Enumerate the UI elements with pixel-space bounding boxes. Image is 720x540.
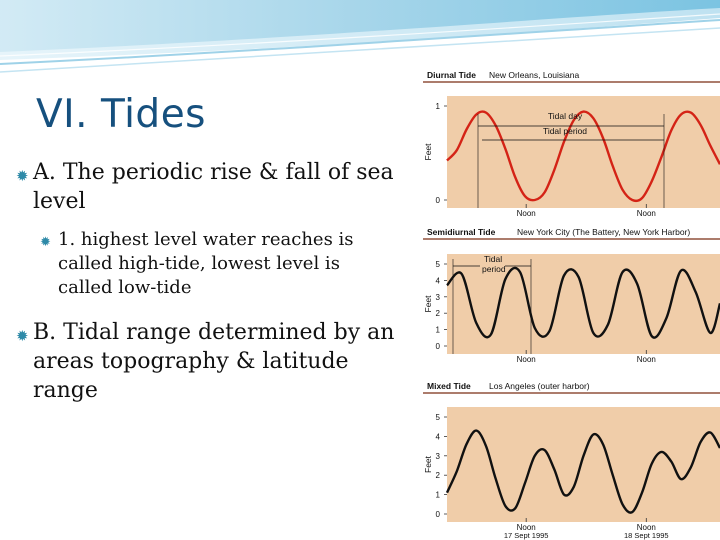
annotation-tidal-period-word1: Tidal [484, 254, 502, 264]
x-date-label: 17 Sept 1995 [504, 531, 549, 540]
x-tick-label: Noon [637, 523, 656, 532]
y-tick-label: 4 [436, 276, 441, 285]
x-date-label: 18 Sept 1995 [624, 531, 669, 540]
y-tick-label: 3 [436, 293, 441, 302]
chart-subtitle: New Orleans, Louisiana [489, 70, 580, 80]
chart-title: Mixed Tide [427, 381, 471, 391]
tide-curve-line [446, 266, 720, 339]
bullet-a1-text: 1. highest level water reaches is called… [58, 229, 354, 298]
y-tick-label: 5 [436, 413, 441, 422]
y-tick-label: 5 [436, 260, 441, 269]
x-tick-label: Noon [517, 355, 536, 364]
x-tick-label: Noon [637, 355, 656, 364]
y-tick-label: 1 [436, 326, 441, 335]
bullet-a-text: A. The periodic rise & fall of sea level [33, 160, 394, 214]
plot-area [447, 407, 720, 522]
chart-title: Semidiurnal Tide [427, 227, 496, 237]
plot-area [447, 254, 720, 354]
y-tick-label: 1 [436, 491, 441, 500]
y-tick-label: 1 [436, 102, 441, 111]
y-axis-label: Feet [423, 295, 433, 313]
bullet-b-text: B. Tidal range determined by an areas to… [33, 320, 395, 403]
y-tick-label: 0 [436, 196, 441, 205]
y-tick-label: 2 [436, 309, 441, 318]
x-tick-label: Noon [517, 209, 536, 218]
x-tick-label: Noon [517, 523, 536, 532]
y-axis-label: Feet [423, 143, 433, 161]
y-tick-label: 4 [436, 432, 441, 441]
chart-subtitle: New York City (The Battery, New York Har… [517, 227, 690, 237]
bullet-marker-icon: ✹ [16, 327, 29, 345]
bullet-marker-icon: ✹ [40, 235, 51, 250]
tide-types-figure: Diurnal Tide New Orleans, Louisiana Feet 0 1… [423, 70, 720, 540]
x-tick-label: Noon [637, 209, 656, 218]
y-tick-label: 0 [436, 342, 441, 351]
bullet-b: ✹ B. Tidal range determined by an areas … [16, 318, 406, 405]
header-swoosh-decoration [0, 0, 720, 73]
annotation-tidal-period-word2: period [482, 264, 506, 274]
chart-subtitle: Los Angeles (outer harbor) [489, 381, 590, 391]
bullet-marker-icon: ✹ [16, 167, 29, 185]
bullet-a1: ✹ 1. highest level water reaches is call… [40, 228, 400, 300]
annotation-tidal-day: Tidal day [548, 111, 583, 121]
plot-area [447, 96, 720, 208]
annotation-tidal-period: Tidal period [543, 126, 587, 136]
y-axis-label: Feet [423, 455, 433, 473]
bullet-a: ✹ A. The periodic rise & fall of sea lev… [16, 158, 394, 216]
y-tick-label: 2 [436, 471, 441, 480]
y-tick-label: 3 [436, 452, 441, 461]
slide-title: VI. Tides [36, 92, 207, 137]
chart-title: Diurnal Tide [427, 70, 476, 80]
y-tick-label: 0 [436, 510, 441, 519]
